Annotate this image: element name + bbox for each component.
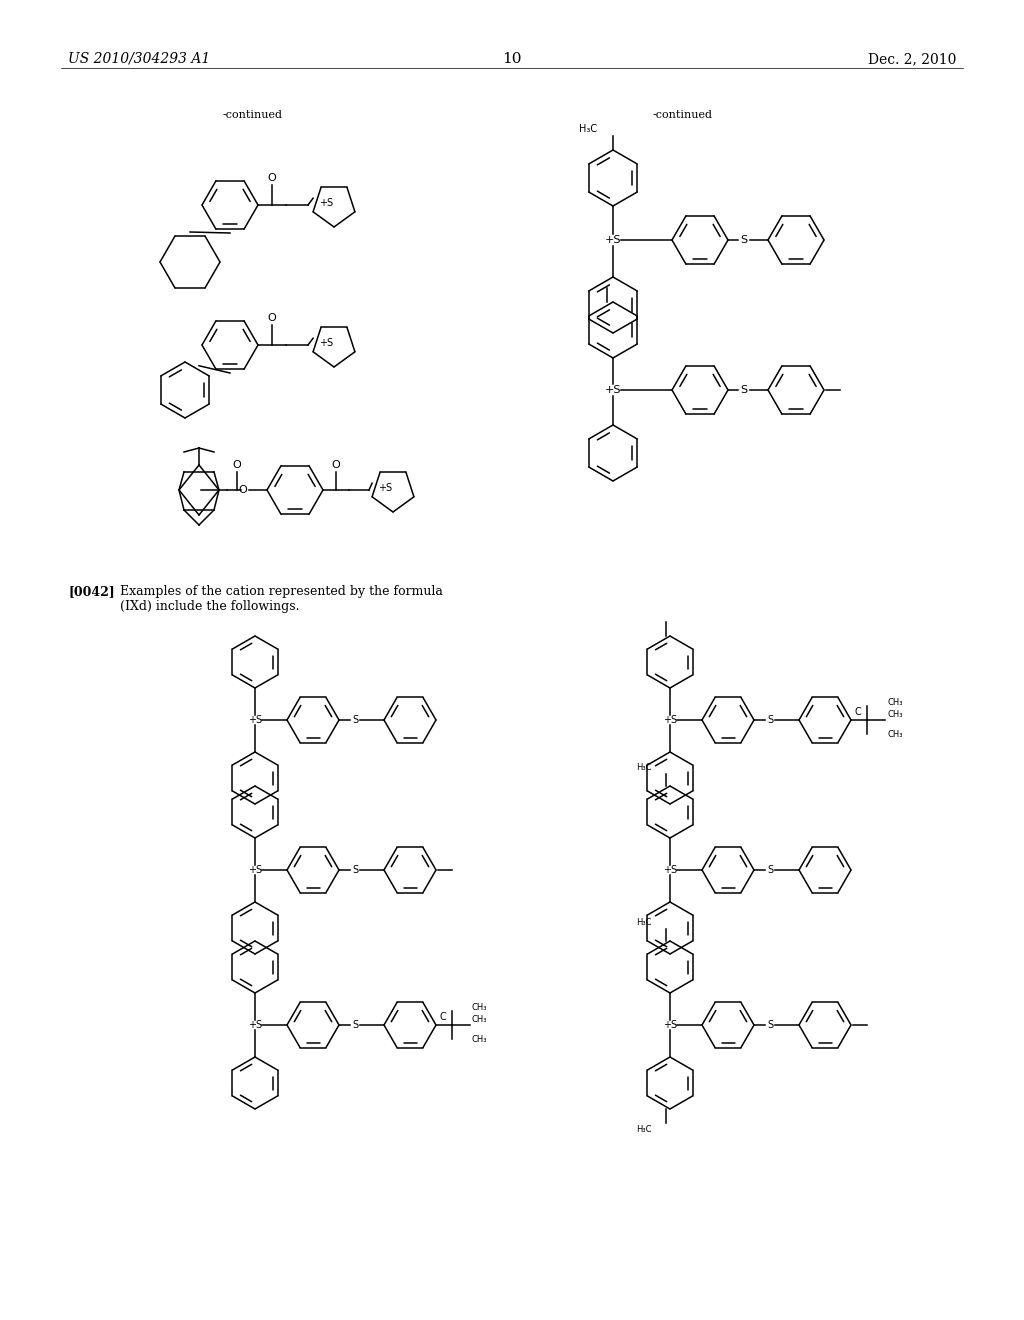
Text: C: C bbox=[439, 1012, 446, 1022]
Text: +S: +S bbox=[248, 865, 262, 875]
Text: 10: 10 bbox=[502, 51, 522, 66]
Text: +S: +S bbox=[318, 338, 333, 348]
Text: O: O bbox=[239, 484, 247, 495]
Text: H₃C: H₃C bbox=[637, 763, 652, 772]
Text: C: C bbox=[854, 708, 861, 717]
Text: CH₃: CH₃ bbox=[887, 730, 902, 739]
Text: US 2010/304293 A1: US 2010/304293 A1 bbox=[68, 51, 210, 66]
Text: CH₃: CH₃ bbox=[472, 1003, 487, 1012]
Text: S: S bbox=[740, 235, 748, 246]
Text: S: S bbox=[740, 385, 748, 395]
Text: O: O bbox=[267, 173, 276, 183]
Text: S: S bbox=[767, 1020, 773, 1030]
Text: O: O bbox=[332, 459, 340, 470]
Text: -continued: -continued bbox=[653, 110, 713, 120]
Text: H₃C: H₃C bbox=[579, 124, 597, 135]
Text: CH₃: CH₃ bbox=[887, 710, 902, 719]
Text: +S: +S bbox=[248, 715, 262, 725]
Text: +S: +S bbox=[248, 1020, 262, 1030]
Text: CH₃: CH₃ bbox=[472, 1035, 487, 1044]
Text: S: S bbox=[767, 715, 773, 725]
Text: CH₃: CH₃ bbox=[472, 1015, 487, 1024]
Text: Examples of the cation represented by the formula
(IXd) include the followings.: Examples of the cation represented by th… bbox=[120, 585, 442, 612]
Text: Dec. 2, 2010: Dec. 2, 2010 bbox=[867, 51, 956, 66]
Text: +S: +S bbox=[605, 235, 622, 246]
Text: -continued: -continued bbox=[223, 110, 283, 120]
Text: H₃C: H₃C bbox=[637, 1125, 652, 1134]
Text: +S: +S bbox=[318, 198, 333, 209]
Text: [0042]: [0042] bbox=[68, 585, 115, 598]
Text: +S: +S bbox=[378, 483, 392, 492]
Text: +S: +S bbox=[605, 385, 622, 395]
Text: +S: +S bbox=[663, 865, 677, 875]
Text: S: S bbox=[352, 715, 358, 725]
Text: S: S bbox=[767, 865, 773, 875]
Text: +S: +S bbox=[663, 1020, 677, 1030]
Text: H₃C: H₃C bbox=[637, 917, 652, 927]
Text: O: O bbox=[232, 459, 242, 470]
Text: O: O bbox=[267, 313, 276, 323]
Text: CH₃: CH₃ bbox=[887, 698, 902, 708]
Text: S: S bbox=[352, 865, 358, 875]
Text: S: S bbox=[352, 1020, 358, 1030]
Text: +S: +S bbox=[663, 715, 677, 725]
